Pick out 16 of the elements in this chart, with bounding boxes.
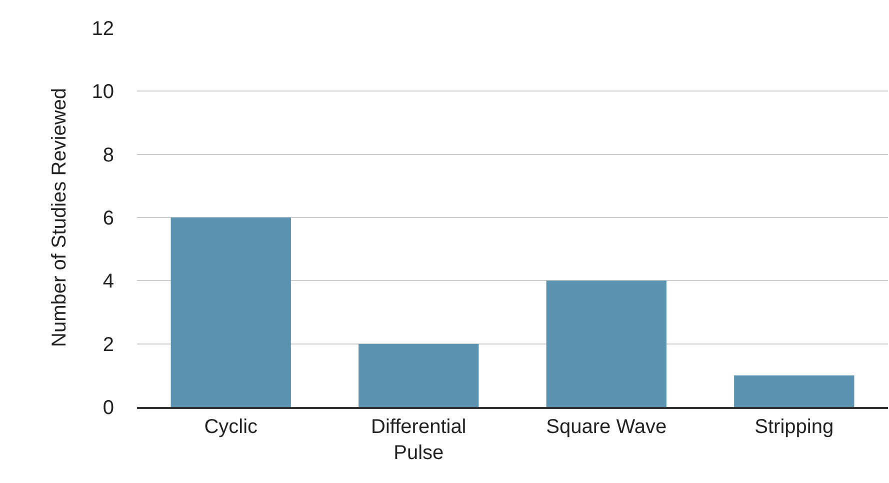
- y-tick-label: 0: [102, 397, 114, 419]
- y-tick-label: 4: [102, 270, 114, 293]
- bar: [546, 280, 666, 407]
- bar: [170, 218, 291, 407]
- x-tick-label: Square Wave: [546, 416, 667, 438]
- y-tick-label: 2: [102, 334, 114, 356]
- bar: [734, 375, 854, 407]
- y-tick-label: 6: [102, 208, 114, 230]
- y-axis-title: Number of Studies Reviewed: [48, 88, 70, 348]
- x-tick-label: Differential Pulse: [371, 416, 466, 464]
- y-tick-label: 12: [92, 18, 114, 40]
- y-tick-label: 8: [102, 144, 114, 166]
- bar: [358, 344, 479, 407]
- x-tick-label: Stripping: [754, 416, 834, 438]
- y-tick-label: 10: [92, 81, 114, 104]
- x-tick-label: Cyclic: [204, 416, 258, 438]
